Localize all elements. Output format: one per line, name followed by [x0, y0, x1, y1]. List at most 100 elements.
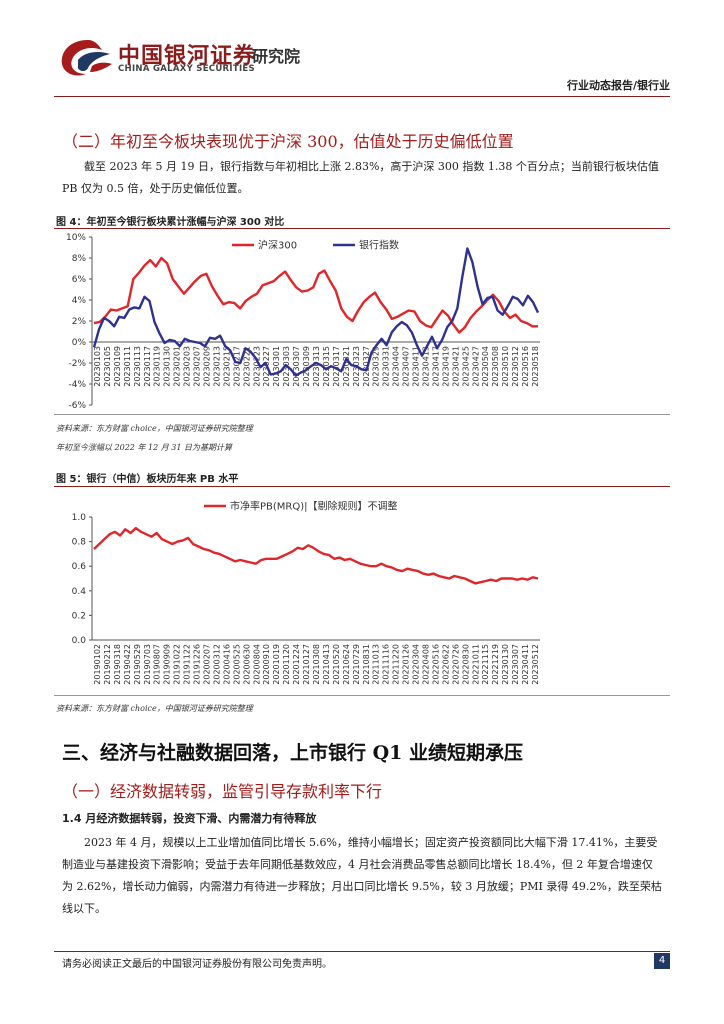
x-tick-label: 20230329 [372, 346, 381, 387]
x-tick-label: 20230413 [422, 346, 431, 387]
figure-note: 年初至今涨幅以 2022 年 12 月 31 日为基期计算 [56, 443, 232, 452]
y-tick-label: 10% [66, 233, 86, 243]
x-tick-label: 20211220 [392, 644, 401, 685]
x-tick-label: 20210520 [332, 644, 341, 685]
x-tick-label: 20201120 [282, 644, 291, 685]
y-tick-label: 1.0 [72, 513, 87, 523]
x-tick-label: 20230309 [302, 346, 311, 387]
chapter-heading: 三、经济与社融数据回落，上市银行 Q1 业绩短期承压 [62, 742, 524, 764]
x-tick-label: 20190318 [113, 644, 122, 685]
figure-title: 图 4：年初至今银行板块累计涨幅与沪深 300 对比 [56, 217, 285, 228]
x-tick-label: 20200630 [242, 644, 251, 685]
section-heading: （一）经济数据转弱，监管引导存款利率下行 [62, 782, 383, 801]
x-tick-label: 20200416 [222, 644, 231, 685]
x-tick-label: 20230508 [491, 346, 500, 387]
x-tick-label: 20190529 [133, 644, 142, 685]
x-tick-label: 20220622 [441, 644, 450, 685]
legend-entry: 银行指数 [359, 239, 399, 252]
y-tick-label: -4% [68, 380, 86, 390]
x-tick-label: 20230207 [193, 346, 202, 387]
x-tick-label: 20230407 [402, 346, 411, 387]
y-tick-label: 0.0 [72, 636, 87, 646]
x-tick-label: 20230223 [252, 346, 261, 387]
y-tick-label: -6% [68, 401, 86, 411]
x-tick-label: 20230417 [431, 346, 440, 387]
x-tick-label: 20210624 [342, 644, 351, 685]
x-tick-label: 20230510 [501, 346, 510, 387]
figure-title: 图 5：银行（中信）板块历年来 PB 水平 [56, 474, 239, 485]
series-line [93, 256, 538, 334]
x-tick-label: 20230421 [451, 346, 460, 387]
x-tick-label: 20230119 [153, 346, 162, 387]
series-line [92, 247, 540, 377]
figure-top-rule [54, 486, 670, 487]
figure-bottom-rule [54, 414, 670, 415]
x-tick-label: 20230518 [531, 346, 540, 387]
x-tick-label: 20200525 [232, 644, 241, 685]
x-tick-label: 20201224 [292, 644, 301, 685]
x-tick-label: 20201019 [272, 644, 281, 685]
x-tick-label: 20220830 [461, 644, 470, 685]
x-tick-label: 20230111 [123, 346, 132, 387]
y-tick-label: 0.2 [72, 611, 86, 621]
x-tick-label: 20230209 [202, 346, 211, 387]
x-tick-label: 20191122 [183, 644, 192, 685]
x-tick-label: 20230512 [511, 346, 520, 387]
y-tick-label: 4% [72, 296, 87, 306]
x-tick-label: 20230130 [163, 346, 172, 387]
figure-bottom-rule [54, 695, 670, 696]
footer-disclaimer: 请务必阅读正文最后的中国银河证券股份有限公司免责声明。 [62, 959, 332, 970]
x-tick-label: 20220126 [402, 644, 411, 685]
x-tick-label: 20220408 [422, 644, 431, 685]
x-tick-label: 20220304 [412, 644, 421, 685]
section-paragraph: 截至 2023 年 5 月 19 日，银行指数与年初相比上涨 2.83%，高于沪… [62, 160, 659, 195]
x-tick-label: 20230307 [511, 644, 520, 685]
section-paragraph: 2023 年 4 月，规模以上工业增加值同比增长 5.6%，维持小幅增长；固定资… [62, 836, 662, 915]
x-tick-label: 20230201 [173, 346, 182, 387]
department-name: 研究院 [252, 47, 301, 66]
x-tick-label: 20200804 [252, 644, 261, 685]
x-tick-label: 20230130 [501, 644, 510, 685]
x-tick-label: 20230313 [312, 346, 321, 387]
x-tick-label: 20230113 [133, 346, 142, 387]
x-tick-label: 20200207 [202, 644, 211, 685]
x-tick-label: 20230425 [461, 346, 470, 387]
x-tick-label: 20230516 [521, 346, 530, 387]
x-tick-label: 20190422 [123, 644, 132, 685]
x-tick-label: 20230327 [362, 346, 371, 387]
x-tick-label: 20211116 [382, 644, 391, 685]
y-tick-label: 0.6 [72, 562, 87, 572]
y-tick-label: 2% [72, 317, 87, 327]
y-tick-label: 0.4 [72, 587, 87, 597]
x-tick-label: 20220516 [431, 644, 440, 685]
company-name-cn: 中国银河证券 [118, 44, 257, 69]
x-tick-label: 20230203 [183, 346, 192, 387]
figure-top-rule [54, 228, 670, 229]
x-tick-label: 20211013 [372, 644, 381, 685]
report-type: 行业动态报告/银行业 [566, 79, 670, 92]
x-tick-label: 20230301 [272, 346, 281, 387]
x-tick-label: 20210308 [312, 644, 321, 685]
x-tick-label: 20230321 [342, 346, 351, 387]
x-tick-label: 20230331 [382, 346, 391, 387]
x-tick-label: 20230317 [332, 346, 341, 387]
x-tick-label: 20230221 [242, 346, 251, 387]
x-tick-label: 20230427 [471, 346, 480, 387]
figure-source: 资料来源：东方财富 choice，中国银河证券研究院整理 [56, 704, 253, 713]
china-galaxy-logo-icon [61, 40, 112, 76]
x-tick-label: 20190703 [143, 644, 152, 685]
chart-bank-pb: 1.0 0.8 0.6 0.4 0.2 0.0 20190102 20190212 201903… [72, 500, 540, 685]
x-tick-label: 20190909 [163, 644, 172, 685]
series-line [93, 526, 539, 585]
x-tick-label: 20200312 [212, 644, 221, 685]
x-tick-label: 20230315 [322, 346, 331, 387]
x-tick-label: 20230217 [232, 346, 241, 387]
x-tick-label: 20230213 [212, 346, 221, 387]
x-tick-label: 20230419 [441, 346, 450, 387]
x-tick-label: 20210729 [352, 644, 361, 685]
x-tick-label: 20210413 [322, 644, 331, 685]
x-tick-label: 20230504 [481, 346, 490, 387]
x-tick-label: 20221219 [491, 644, 500, 685]
y-tick-label: 0% [72, 338, 87, 348]
chart-bank-vs-csi300: 10%8%6%4%2%0%-2%-4%-6%20230103 20230105 20… [66, 233, 540, 411]
